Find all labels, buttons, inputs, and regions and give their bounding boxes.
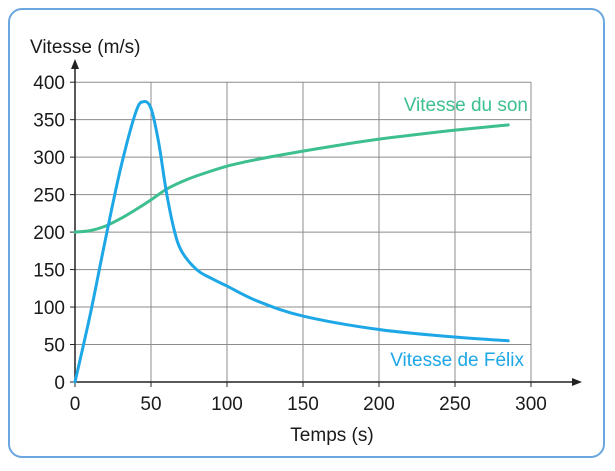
y-axis-arrow (71, 59, 79, 69)
y-tick-label: 200 (33, 223, 65, 244)
series-label-vitesse-du-son: Vitesse du son (404, 95, 528, 116)
x-axis-arrow (572, 378, 582, 386)
y-tick-label: 300 (33, 148, 65, 169)
x-tick-label: 300 (515, 394, 547, 415)
tick-labels: 0 50 100 150 200 250 300 0 50 100 150 200 250 300 350 4… (33, 73, 547, 415)
series-lines (73, 100, 510, 384)
y-tick-label: 350 (33, 111, 65, 132)
y-tick-label: 0 (54, 373, 65, 394)
series-line-vitesse-du-son (73, 123, 510, 234)
x-tick-label: 250 (439, 394, 471, 415)
x-tick-label: 100 (211, 394, 243, 415)
y-tick-label: 50 (44, 336, 65, 357)
axes (71, 59, 582, 386)
y-tick-label: 250 (33, 186, 65, 207)
series-label-vitesse-de-felix: Vitesse de Félix (390, 350, 524, 371)
grid (75, 81, 532, 382)
y-axis-title: Vitesse (m/s) (30, 37, 141, 58)
x-tick-label: 200 (363, 394, 395, 415)
x-tick-label: 50 (140, 394, 161, 415)
y-tick-label: 400 (33, 73, 65, 94)
series-line-vitesse-de-felix (73, 100, 510, 384)
x-tick-label: 150 (287, 394, 319, 415)
y-tick-label: 100 (33, 298, 65, 319)
y-tick-label: 150 (33, 261, 65, 282)
x-tick-label: 0 (70, 394, 81, 415)
x-axis-title: Temps (s) (290, 425, 373, 446)
